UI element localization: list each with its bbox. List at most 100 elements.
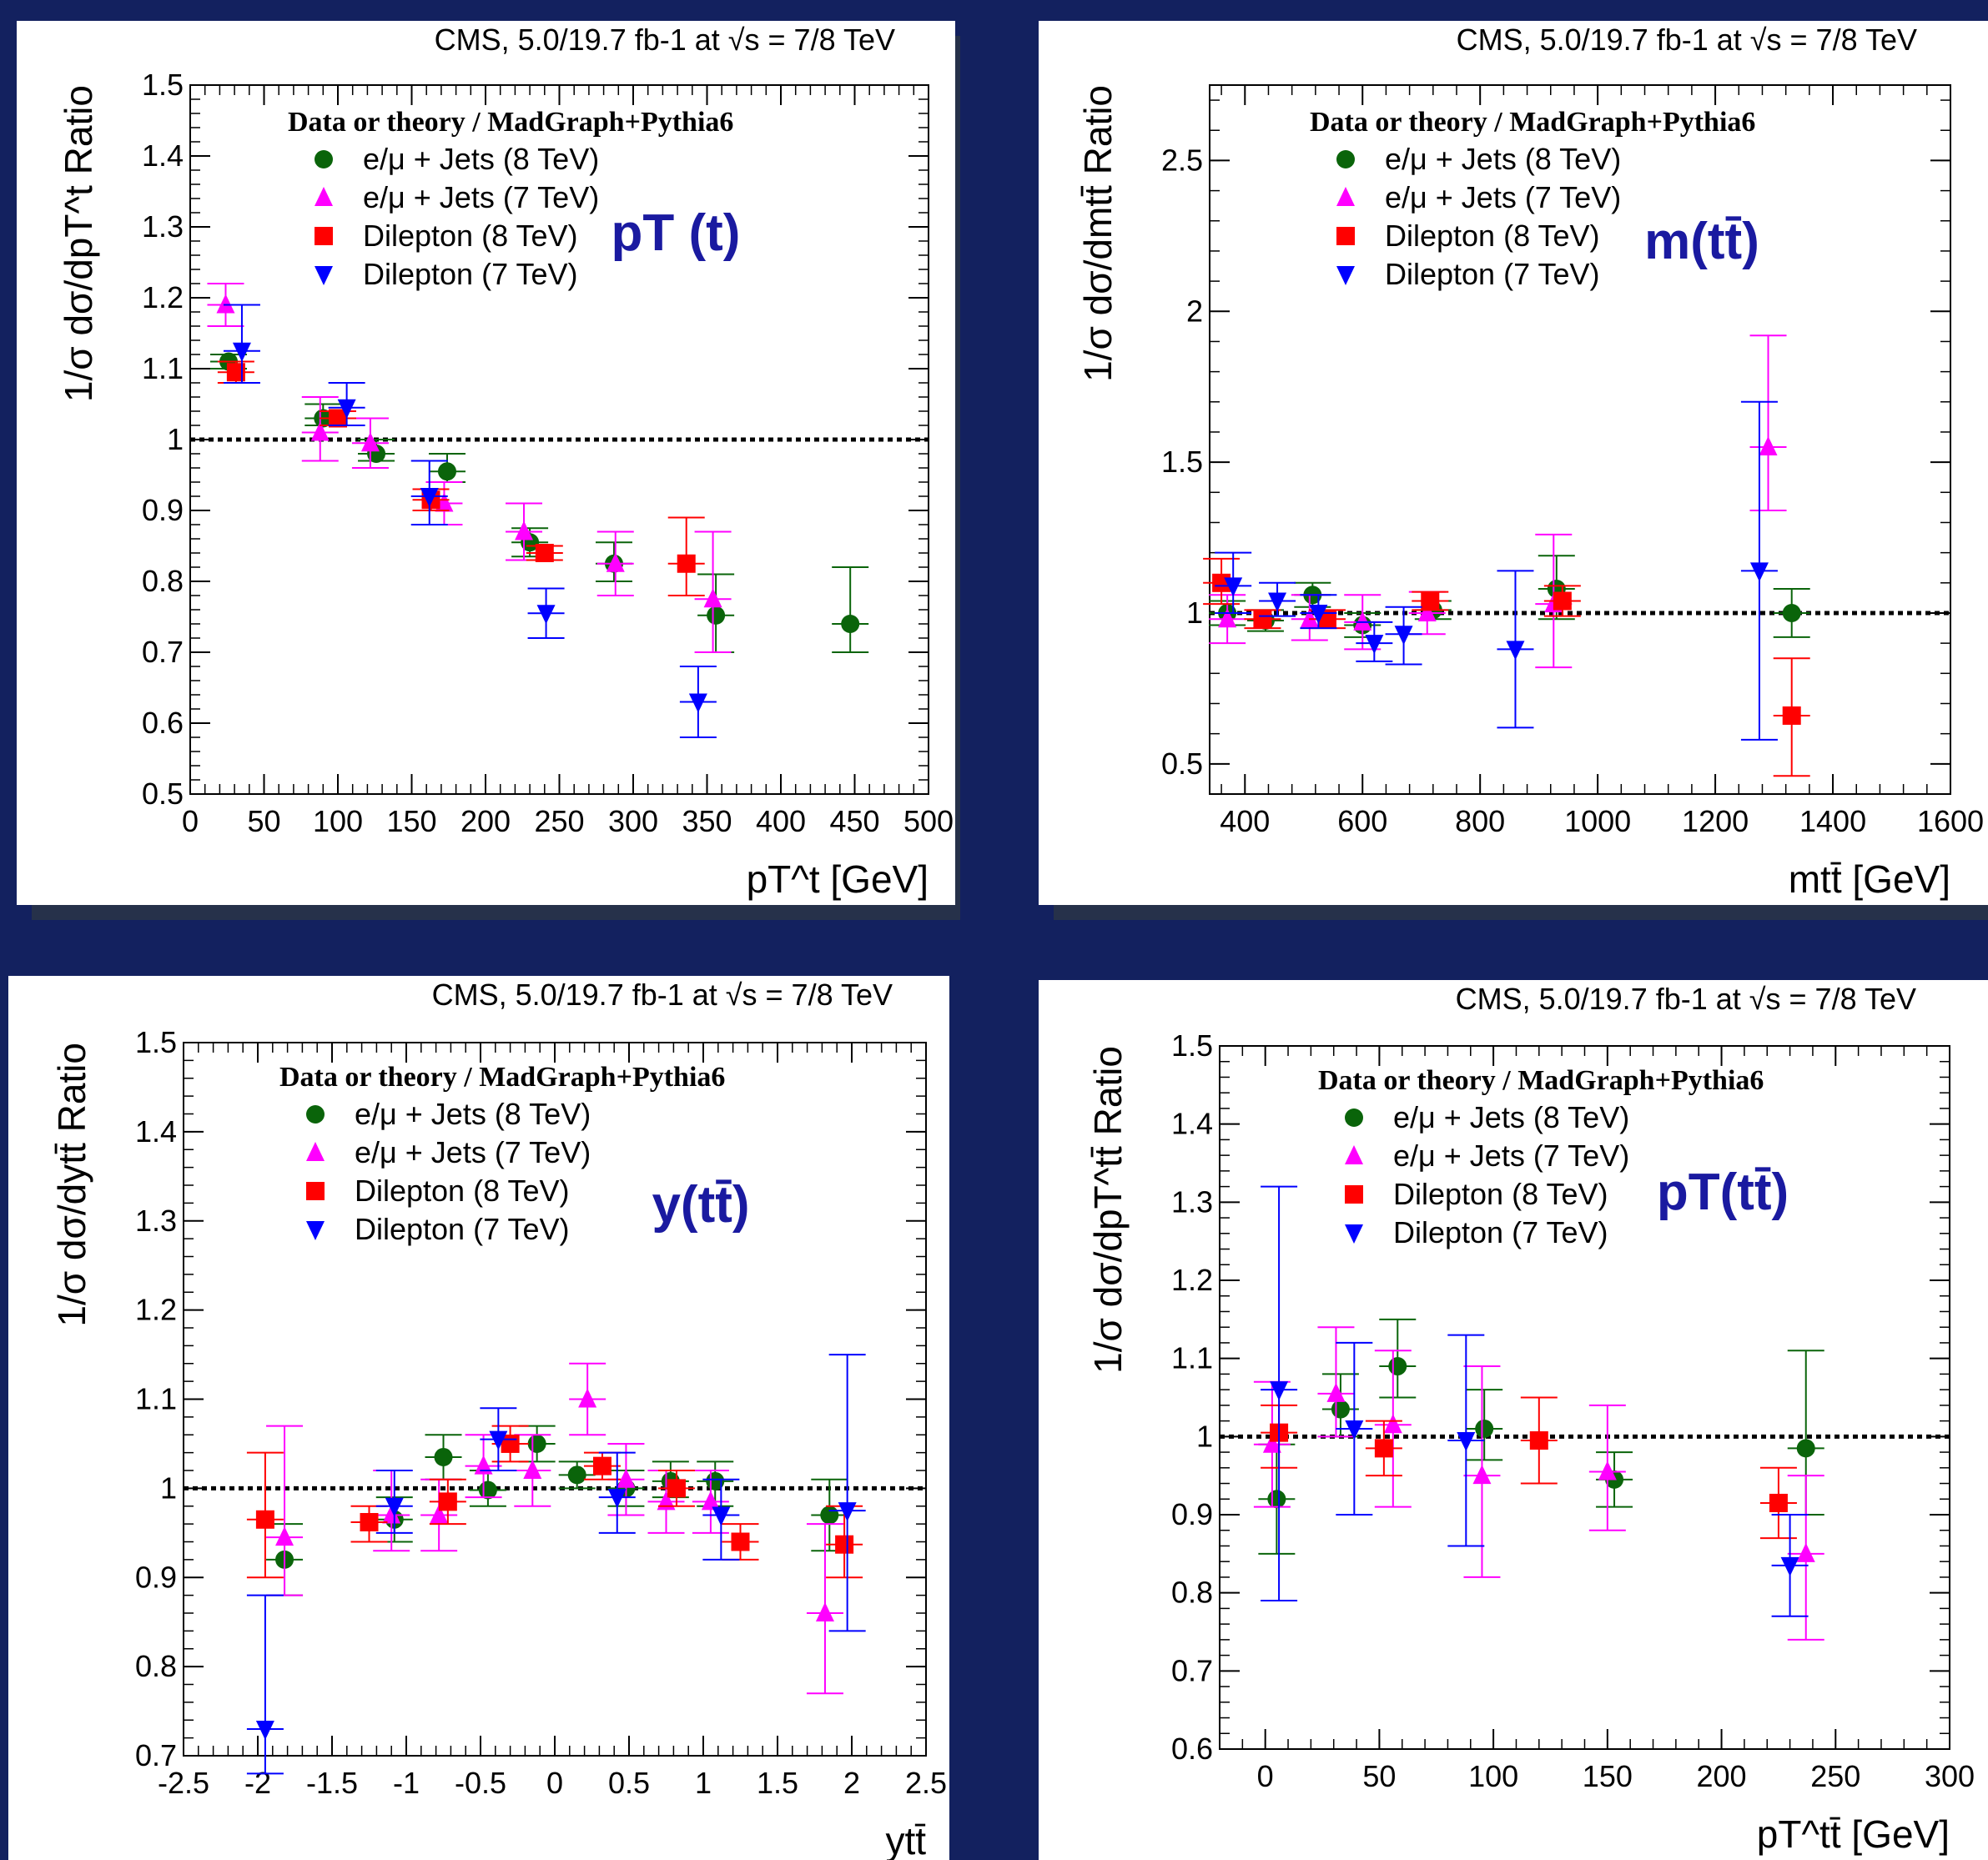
data-point (1796, 1439, 1815, 1458)
data-point (712, 1506, 731, 1526)
data-point (1345, 1420, 1364, 1440)
legend-label: e/μ + Jets (8 TeV) (1385, 142, 1621, 176)
data-point (688, 693, 707, 713)
data-point (1326, 1382, 1346, 1402)
legend-label: Dilepton (8 TeV) (1393, 1177, 1608, 1211)
data-point (536, 605, 556, 625)
data-point (430, 1504, 449, 1524)
y-tick-label: 0.6 (1171, 1732, 1213, 1766)
data-point (1749, 562, 1769, 582)
y-tick-label: 0.9 (1171, 1497, 1213, 1531)
y-tick-label: 2 (1186, 294, 1203, 328)
legend-label: Dilepton (7 TeV) (363, 257, 577, 291)
data-point (1796, 1542, 1815, 1562)
x-tick-label: 2 (843, 1766, 860, 1800)
data-point (1374, 1439, 1393, 1458)
data-point (1388, 1357, 1407, 1376)
data-point (232, 342, 251, 362)
series-4 (1261, 1185, 1809, 1617)
chart-panel-1: CMS, 5.0/19.7 fb-1 at √s = 7/8 TeV 0.5 0.6… (17, 21, 960, 920)
legend-label: e/μ + Jets (8 TeV) (1393, 1100, 1629, 1134)
data-point (337, 399, 356, 419)
y-tick-label: 1.3 (135, 1204, 177, 1238)
legend-label: e/μ + Jets (8 TeV) (355, 1097, 591, 1131)
x-tick-label: 450 (829, 804, 879, 838)
x-tick-label: 0.5 (608, 1766, 650, 1800)
y-tick-label: 1 (1186, 596, 1203, 630)
x-tick-label: 2.5 (905, 1766, 947, 1800)
data-point (657, 1491, 676, 1511)
x-tick-label: 50 (247, 804, 280, 838)
chart-panel-2: CMS, 5.0/19.7 fb-1 at √s = 7/8 TeV 0.5 1 1.… (1039, 21, 1988, 920)
data-point (617, 1468, 636, 1488)
y-tick-label: 0.5 (142, 777, 184, 811)
x-tick-label: -1.5 (306, 1766, 358, 1800)
y-tick-label: 0.8 (142, 564, 184, 598)
series-2 (266, 1362, 843, 1695)
x-tick-label: 300 (1925, 1759, 1975, 1793)
x-axis-label: mtt̄ [GeV] (1789, 857, 1950, 901)
y-tick-label: 0.7 (135, 1738, 177, 1772)
data-point (607, 1489, 627, 1509)
x-tick-label: 1000 (1564, 804, 1631, 838)
data-point (1309, 604, 1328, 624)
data-point (1383, 1414, 1402, 1434)
data-point (841, 615, 860, 633)
data-point (820, 1506, 839, 1525)
y-tick-label: 2.5 (1161, 143, 1203, 177)
chart-header: CMS, 5.0/19.7 fb-1 at √s = 7/8 TeV (1456, 982, 1916, 1016)
data-point (592, 1456, 611, 1475)
data-point (1598, 1460, 1617, 1480)
x-tick-label: 1.5 (757, 1766, 798, 1800)
x-tick-label: 150 (386, 804, 436, 838)
y-tick-label: 0.8 (135, 1649, 177, 1683)
data-point (1421, 591, 1440, 611)
x-tick-label: 250 (1810, 1759, 1860, 1793)
data-point (1353, 611, 1372, 631)
data-point (667, 1479, 686, 1498)
panel-background (8, 976, 949, 1860)
data-point (310, 421, 330, 441)
series-4 (223, 304, 717, 738)
y-tick-label: 1 (1196, 1419, 1213, 1453)
data-point (1267, 1490, 1286, 1509)
legend-label: Dilepton (8 TeV) (1385, 219, 1599, 253)
data-point (567, 1465, 586, 1485)
y-tick-label: 0.9 (142, 493, 184, 527)
legend-marker (1336, 266, 1355, 285)
legend-label: Dilepton (7 TeV) (1385, 257, 1599, 291)
data-point (1268, 592, 1287, 612)
y-tick-label: 1.2 (142, 280, 184, 314)
plot-frame (1209, 84, 1951, 795)
x-axis-label: pT^tt̄ [GeV] (1757, 1812, 1950, 1856)
data-point (216, 294, 235, 314)
x-tick-label: 0 (546, 1766, 563, 1800)
data-point (1417, 601, 1437, 621)
legend-header: Data or theory / MadGraph+Pythia6 (288, 107, 733, 138)
data-point (1529, 1431, 1548, 1450)
legend-marker (306, 1142, 325, 1161)
data-point (434, 1447, 453, 1466)
data-point (1782, 706, 1801, 725)
chart-header: CMS, 5.0/19.7 fb-1 at √s = 7/8 TeV (432, 978, 893, 1012)
data-point (1365, 635, 1384, 655)
legend-marker (1336, 227, 1355, 245)
legend-header: Data or theory / MadGraph+Pythia6 (1318, 1065, 1764, 1096)
y-tick-label: 0.7 (1171, 1653, 1213, 1687)
chart-annotation: pT(tt̄) (1657, 1164, 1789, 1221)
y-tick-label: 1.5 (135, 1025, 177, 1059)
y-tick-label: 1 (167, 422, 184, 456)
y-tick-label: 1.1 (135, 1382, 177, 1416)
y-axis-label: 1/σ dσ/dpT^tt̄ Ratio (1086, 1046, 1130, 1374)
y-tick-label: 1.3 (1171, 1184, 1213, 1219)
y-tick-label: 1.4 (1171, 1107, 1213, 1141)
data-point (1270, 1381, 1289, 1401)
y-tick-label: 1.2 (1171, 1263, 1213, 1297)
legend-label: e/μ + Jets (8 TeV) (363, 142, 599, 176)
y-tick-label: 1.1 (1171, 1341, 1213, 1375)
x-tick-label: -1 (393, 1766, 420, 1800)
data-point (1300, 608, 1319, 628)
legend-marker (315, 150, 333, 168)
data-point (1553, 591, 1572, 611)
data-point (677, 554, 696, 573)
